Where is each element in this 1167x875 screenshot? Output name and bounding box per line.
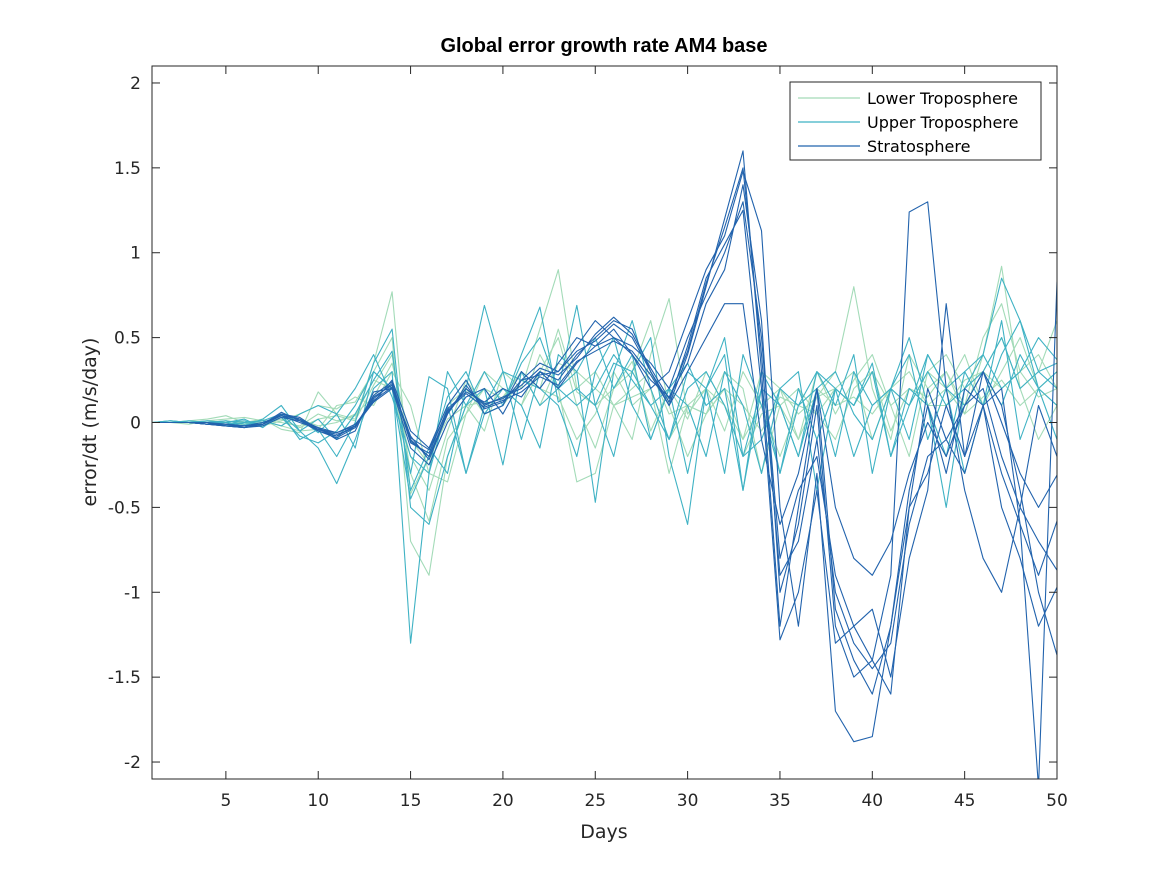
x-axis-label: Days [580, 821, 627, 843]
x-tick-label: 10 [307, 791, 329, 811]
series-line-lower-troposphere-3 [152, 320, 1057, 576]
legend: Lower Troposphere Upper Troposphere Strato… [789, 81, 1042, 161]
x-tick-label: 35 [769, 791, 791, 811]
series-line-upper-troposphere-5 [152, 337, 1057, 474]
x-tick-label: 5 [220, 791, 231, 811]
y-tick-label: -0.5 [108, 498, 141, 518]
series-line-upper-troposphere-4 [152, 304, 1057, 508]
x-tick-label: 50 [1046, 791, 1068, 811]
legend-label: Lower Troposphere [867, 89, 1018, 108]
series-line-stratosphere-2 [152, 170, 1057, 743]
x-tick-label: 40 [861, 791, 883, 811]
y-axis-label: error/dt (m/s/day) [79, 338, 101, 507]
chart-title: Global error growth rate AM4 base [440, 35, 767, 57]
series-line-stratosphere-7 [152, 303, 1057, 576]
y-tick-label: 2 [130, 74, 141, 94]
y-tick-label: 1 [130, 244, 141, 264]
x-axis: 5 10 15 20 25 30 35 40 45 50 [220, 66, 1068, 811]
x-tick-label: 25 [584, 791, 606, 811]
y-tick-label: 0.5 [114, 329, 141, 349]
series-line-stratosphere-6 [152, 167, 1057, 670]
x-tick-label: 20 [492, 791, 514, 811]
y-axis: -2 -1.5 -1 -0.5 0 0.5 1 1.5 2 [108, 74, 1057, 773]
series-layer [152, 150, 1057, 779]
y-tick-label: -2 [124, 753, 141, 773]
legend-label: Upper Troposphere [867, 113, 1018, 132]
x-tick-label: 30 [677, 791, 699, 811]
series-line-lower-troposphere-2 [152, 269, 1057, 495]
series-line-upper-troposphere-6 [152, 320, 1057, 500]
x-tick-label: 15 [400, 791, 422, 811]
y-tick-label: -1 [124, 583, 141, 603]
y-tick-label: -1.5 [108, 668, 141, 688]
x-tick-label: 45 [954, 791, 976, 811]
y-tick-label: 1.5 [114, 159, 141, 179]
legend-label: Stratosphere [867, 137, 970, 156]
series-line-stratosphere-4 [152, 184, 1057, 678]
y-tick-label: 0 [130, 414, 141, 434]
series-line-upper-troposphere-2 [152, 320, 1057, 644]
legend-box [789, 81, 1042, 161]
